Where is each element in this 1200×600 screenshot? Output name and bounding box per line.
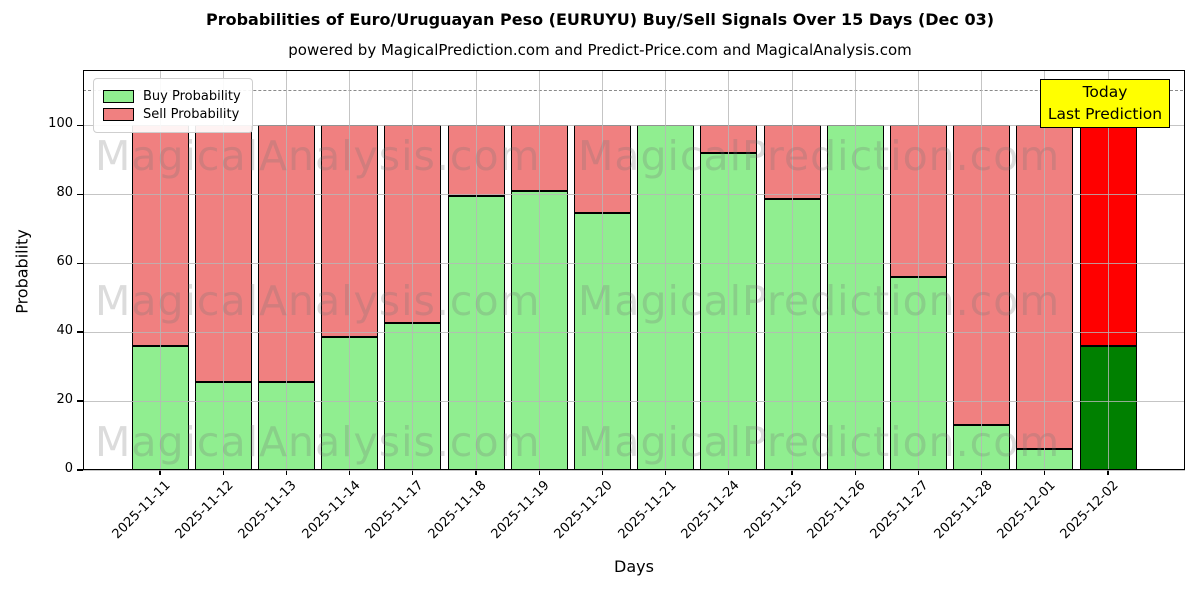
today-annotation-line2: Last Prediction (1047, 105, 1163, 124)
legend-label: Buy Probability (143, 89, 241, 104)
y-tick-label: 40 (56, 323, 73, 339)
x-tick-mark (854, 470, 856, 475)
y-gridline (83, 262, 1185, 264)
today-annotation-line1: Today (1082, 83, 1128, 101)
x-gridline (475, 70, 477, 470)
x-gridline (159, 70, 161, 470)
y-gridline (83, 193, 1185, 195)
x-tick-mark (601, 470, 603, 475)
y-tick-label: 100 (48, 116, 73, 132)
x-gridline (728, 70, 730, 470)
x-tick-mark (791, 470, 793, 475)
chart-subtitle: powered by MagicalPrediction.com and Pre… (288, 41, 912, 59)
x-gridline (538, 70, 540, 470)
x-tick-mark (222, 470, 224, 475)
x-gridline (665, 70, 667, 470)
x-gridline (285, 70, 287, 470)
y-tick-mark (77, 262, 83, 264)
dashed-threshold-line (83, 89, 1183, 91)
y-axis-label: Probability (12, 229, 32, 314)
x-tick-mark (412, 470, 414, 475)
legend-entry: Buy Probability (103, 89, 241, 104)
x-tick-mark (1044, 470, 1046, 475)
y-gridline (83, 331, 1185, 333)
y-tick-mark (77, 469, 83, 471)
y-tick-label: 80 (56, 185, 73, 201)
x-axis-label: Days (614, 557, 654, 576)
x-gridline (1044, 70, 1046, 470)
x-gridline (981, 70, 983, 470)
today-annotation-box: Today Last Prediction (1040, 79, 1170, 128)
x-gridline (1107, 70, 1109, 470)
y-tick-label: 60 (56, 254, 73, 270)
y-tick-mark (77, 331, 83, 333)
x-gridline (349, 70, 351, 470)
x-gridline (222, 70, 224, 470)
legend-swatch (103, 108, 134, 121)
x-tick-mark (475, 470, 477, 475)
legend-swatch (103, 90, 134, 103)
x-tick-mark (665, 470, 667, 475)
y-tick-label: 0 (64, 461, 73, 476)
y-gridline (83, 469, 1185, 471)
x-tick-mark (981, 470, 983, 475)
x-gridline (601, 70, 603, 470)
chart-title: Probabilities of Euro/Uruguayan Peso (EU… (205, 10, 995, 29)
y-tick-mark (77, 400, 83, 402)
x-tick-mark (728, 470, 730, 475)
legend: Buy Probability Sell Probability (93, 78, 253, 133)
y-gridline (83, 400, 1185, 402)
legend-entry: Sell Probability (103, 107, 241, 122)
x-gridline (412, 70, 414, 470)
y-tick-mark (77, 193, 83, 195)
y-tick-mark (77, 124, 83, 126)
x-gridline (791, 70, 793, 470)
x-tick-mark (285, 470, 287, 475)
x-tick-mark (538, 470, 540, 475)
x-gridline (854, 70, 856, 470)
x-tick-mark (159, 470, 161, 475)
y-gridline (83, 124, 1185, 126)
x-tick-mark (1107, 470, 1109, 475)
x-gridline (917, 70, 919, 470)
plot-area (83, 70, 1185, 471)
x-tick-mark (349, 470, 351, 475)
legend-label: Sell Probability (143, 107, 240, 122)
y-tick-label: 20 (56, 392, 73, 408)
x-tick-mark (917, 470, 919, 475)
